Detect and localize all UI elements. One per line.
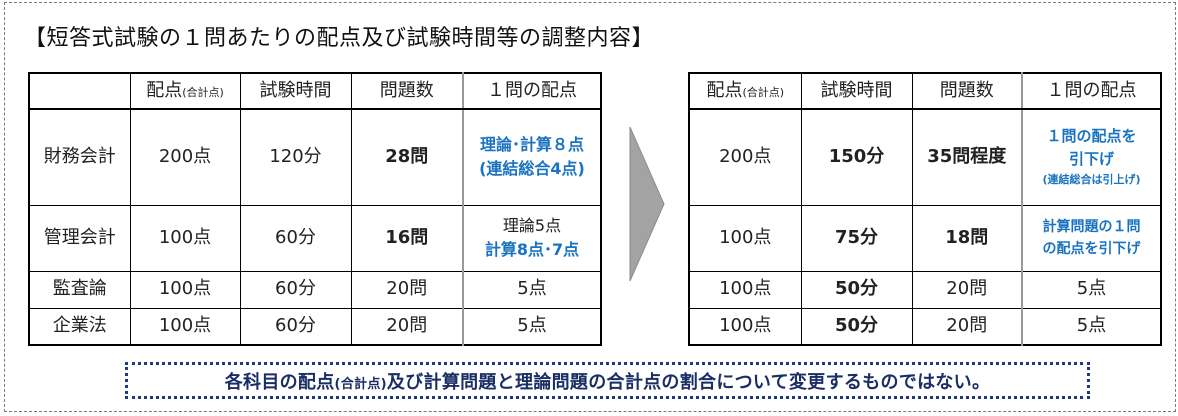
table-row: 100点 50分 20問 5点 xyxy=(688,307,1162,346)
per-question-cell: 5点 xyxy=(1021,307,1162,346)
questions-cell: 20問 xyxy=(350,307,464,346)
questions-cell: 16問 xyxy=(350,204,464,272)
per-question-cell: 理論5点 計算8点･7点 xyxy=(462,204,602,272)
time-cell: 150分 xyxy=(800,108,913,206)
header-per-question: １問の配点 xyxy=(1021,72,1162,110)
points-cell: 100点 xyxy=(688,307,802,346)
table-row: 監査論 100点 60分 20問 5点 xyxy=(28,270,602,309)
points-cell: 100点 xyxy=(688,270,802,309)
header-per-question: １問の配点 xyxy=(462,72,602,110)
time-cell: 120分 xyxy=(239,108,352,206)
questions-cell: 20問 xyxy=(911,270,1023,309)
points-cell: 100点 xyxy=(129,204,241,272)
header-time: 試験時間 xyxy=(239,72,352,110)
outer-dashed-frame xyxy=(4,2,1176,412)
note-text: 各科目の配点(合計点)及び計算問題と理論問題の合計点の割合について変更するもので… xyxy=(224,371,991,393)
table-row: 100点 75分 18問 計算問題の１問 の配点を引下げ xyxy=(688,204,1162,272)
per-question-cell: 理論･計算８点 (連結総合4点) xyxy=(462,108,602,206)
per-question-cell: 5点 xyxy=(462,270,602,309)
table-row: 200点 150分 35問程度 １問の配点を 引下げ (連結総合は引上げ) xyxy=(688,108,1162,206)
per-question-cell: 5点 xyxy=(462,307,602,346)
points-cell: 200点 xyxy=(688,108,802,206)
table-row: 財務会計 200点 120分 28問 理論･計算８点 (連結総合4点) xyxy=(28,108,602,206)
per-question-cell: 計算問題の１問 の配点を引下げ xyxy=(1021,204,1162,272)
per-question-cell: 5点 xyxy=(1021,270,1162,309)
time-cell: 60分 xyxy=(239,270,352,309)
questions-cell: 28問 xyxy=(350,108,464,206)
points-cell: 100点 xyxy=(129,270,241,309)
table-row: 企業法 100点 60分 20問 5点 xyxy=(28,307,602,346)
questions-cell: 20問 xyxy=(911,307,1023,346)
time-cell: 60分 xyxy=(239,204,352,272)
right-arrow-icon xyxy=(629,126,665,282)
questions-cell: 35問程度 xyxy=(911,108,1023,206)
table-row: 管理会計 100点 60分 16問 理論5点 計算8点･7点 xyxy=(28,204,602,272)
header-subject xyxy=(28,72,131,110)
header-time: 試験時間 xyxy=(800,72,913,110)
time-cell: 60分 xyxy=(239,307,352,346)
note-box: 各科目の配点(合計点)及び計算問題と理論問題の合計点の割合について変更するもので… xyxy=(125,362,1090,399)
subject-cell: 企業法 xyxy=(28,307,131,346)
per-question-cell: １問の配点を 引下げ (連結総合は引上げ) xyxy=(1021,108,1162,206)
subject-cell: 財務会計 xyxy=(28,108,131,206)
header-questions: 問題数 xyxy=(350,72,464,110)
time-cell: 50分 xyxy=(800,270,913,309)
points-cell: 100点 xyxy=(688,204,802,272)
time-cell: 50分 xyxy=(800,307,913,346)
before-table: 配点(合計点) 試験時間 問題数 １問の配点 財務会計 200点 120分 28… xyxy=(28,72,602,346)
header-questions: 問題数 xyxy=(911,72,1023,110)
questions-cell: 20問 xyxy=(350,270,464,309)
questions-cell: 18問 xyxy=(911,204,1023,272)
after-table: 配点(合計点) 試験時間 問題数 １問の配点 200点 150分 35問程度 １… xyxy=(688,72,1162,346)
header-row: 配点(合計点) 試験時間 問題数 １問の配点 xyxy=(28,72,602,110)
points-cell: 100点 xyxy=(129,307,241,346)
subject-cell: 監査論 xyxy=(28,270,131,309)
points-cell: 200点 xyxy=(129,108,241,206)
subject-cell: 管理会計 xyxy=(28,204,131,272)
table-row: 100点 50分 20問 5点 xyxy=(688,270,1162,309)
page-title: 【短答式試験の１問あたりの配点及び試験時間等の調整内容】 xyxy=(24,26,655,51)
header-points: 配点(合計点) xyxy=(129,72,241,110)
header-row: 配点(合計点) 試験時間 問題数 １問の配点 xyxy=(688,72,1162,110)
header-points: 配点(合計点) xyxy=(688,72,802,110)
time-cell: 75分 xyxy=(800,204,913,272)
